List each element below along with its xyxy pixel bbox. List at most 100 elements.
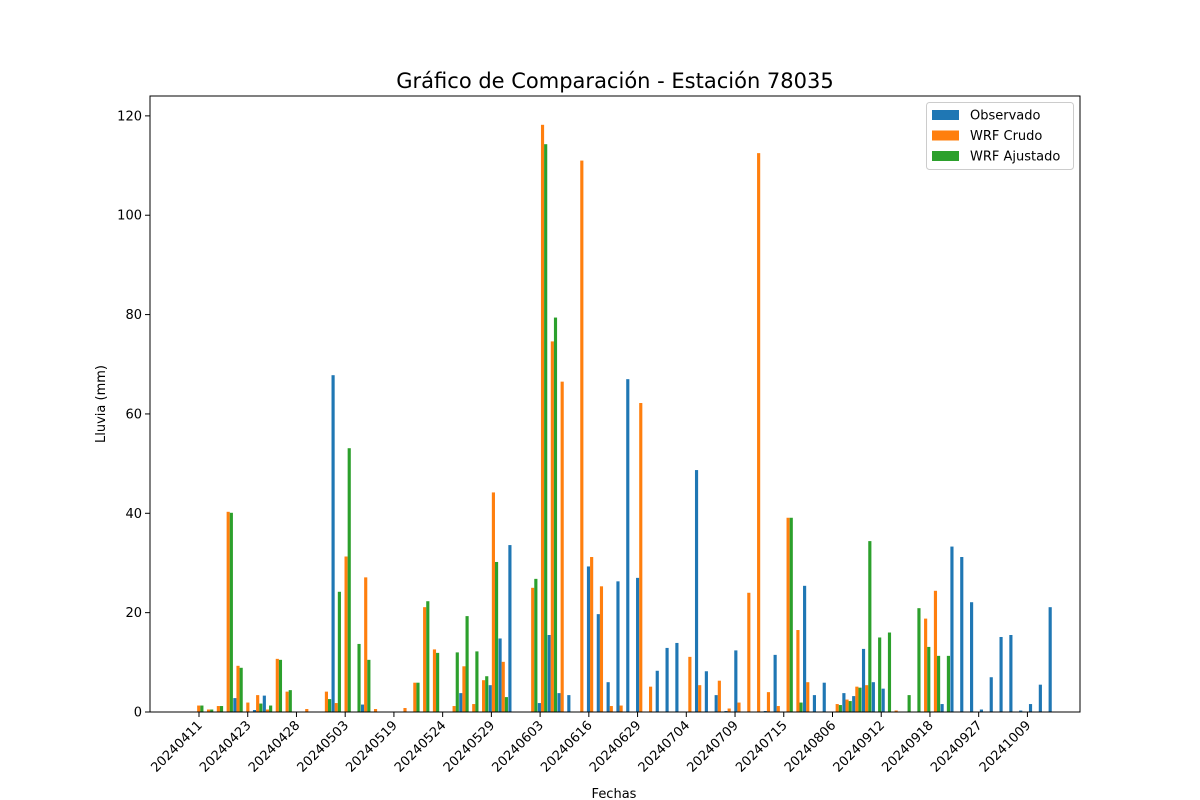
bar [835,704,839,712]
bar [567,695,571,712]
legend-swatch [932,110,959,120]
legend-label: WRF Crudo [970,129,1042,144]
bar [494,561,499,712]
bar [550,341,554,712]
bar [989,677,993,712]
bar [789,517,793,712]
bar [233,698,237,712]
bar [540,124,545,712]
bar [960,557,964,712]
bar [337,591,341,712]
bar [970,602,974,712]
bar [933,590,938,712]
bar [200,705,204,712]
bar [619,705,623,712]
bar [485,676,489,712]
bar [812,695,816,712]
y-axis: 0 20 40 60 80 100 120 [117,109,150,721]
bar [1019,710,1023,712]
bar [357,643,361,712]
bar [688,656,692,712]
bar [946,655,950,712]
bar [927,646,931,712]
bar [275,658,279,712]
bar [432,649,437,712]
bar [252,710,257,712]
bar [344,556,348,712]
bars-group [197,124,1052,712]
y-tick-label: 0 [134,706,142,721]
bar [544,144,548,712]
bar [655,670,659,712]
bar [462,666,466,712]
bar [436,652,440,712]
bar [786,517,790,712]
bar [766,692,771,712]
bar [734,650,738,712]
bar [894,710,898,712]
bar [848,701,852,712]
legend-box [926,102,1074,170]
bar [206,709,211,712]
bar [907,695,911,712]
bar [586,566,591,712]
bar [649,686,653,712]
bar [776,706,780,712]
bar [239,667,243,712]
y-tick-label: 120 [117,109,142,124]
bar [799,702,803,712]
bar [639,403,643,712]
bar [360,704,365,712]
bar [747,592,751,712]
bar [887,632,892,712]
bar [367,659,371,712]
bar [665,647,669,712]
bar [878,637,882,712]
bar [504,697,508,712]
bar [423,607,427,712]
legend-label: WRF Ajustado [970,150,1060,165]
bar [609,706,613,712]
y-tick-label: 80 [125,308,142,323]
bar [488,685,492,712]
bar [416,682,420,712]
bar [773,654,777,712]
bar [1009,635,1013,712]
bar [855,686,859,712]
bar [537,703,541,712]
bar [940,704,944,712]
bar [806,682,810,712]
bar [210,709,214,712]
plot-frame [149,95,1081,713]
bar [413,682,417,712]
bar [917,608,921,712]
bar [331,375,335,712]
legend-label: Observado [970,109,1041,124]
bar [737,702,741,712]
bar [796,630,800,712]
bar [803,585,807,712]
y-tick-label: 40 [125,507,142,522]
bar [838,705,842,712]
bar [924,618,928,712]
legend-swatch [932,151,959,161]
bar [498,638,502,712]
bar [717,680,721,712]
bar [262,695,266,712]
bar [727,708,731,712]
bar [599,586,604,712]
legend-swatch [932,130,959,141]
bar [704,671,708,712]
bar [534,578,538,712]
bar [999,636,1003,712]
bar [868,541,872,712]
bar [560,381,564,712]
bar [606,682,610,712]
bar [269,705,273,712]
bar [757,153,761,712]
bar [557,693,561,712]
bar [937,655,941,712]
bar [236,665,240,712]
bar [1028,704,1033,712]
bar [616,581,620,712]
